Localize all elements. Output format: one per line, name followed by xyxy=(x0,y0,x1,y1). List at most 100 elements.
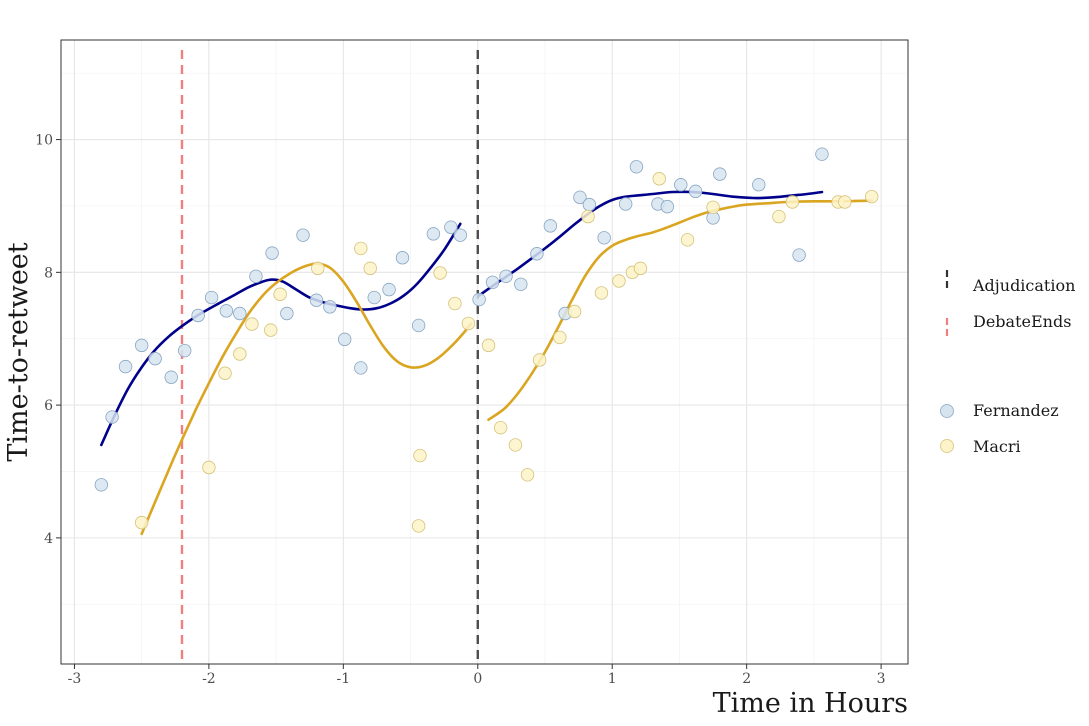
point-fernandez xyxy=(752,178,766,192)
point-fernandez xyxy=(118,359,133,374)
point-macri xyxy=(785,195,800,209)
point-fernandez xyxy=(249,269,263,284)
point-macri xyxy=(553,330,567,345)
point-macri xyxy=(612,274,626,288)
y-tick-label: 6 xyxy=(44,398,53,414)
point-macri xyxy=(411,519,426,533)
y-axis-title: Time-to-retweet xyxy=(3,242,34,461)
point-fernandez xyxy=(472,292,486,307)
legend-reference-lines: Adjudication DebateEnds xyxy=(945,270,1075,339)
smooth-line-fernandez xyxy=(100,222,462,447)
point-fernandez xyxy=(323,300,337,314)
point-fernandez xyxy=(411,318,426,333)
point-fernandez xyxy=(280,306,294,321)
point-fernandez xyxy=(94,478,109,492)
point-macri xyxy=(772,209,786,224)
point-fernandez xyxy=(660,199,675,214)
point-fernandez xyxy=(688,184,703,199)
point-fernandez xyxy=(543,219,558,233)
point-fernandez xyxy=(485,275,500,289)
x-tick-label: -3 xyxy=(68,671,82,687)
point-macri xyxy=(865,189,879,204)
point-fernandez xyxy=(395,251,410,265)
smooth-line-macri xyxy=(487,199,873,421)
point-fernandez xyxy=(233,306,247,321)
reference-lines xyxy=(180,50,479,664)
point-fernandez xyxy=(219,304,234,318)
y-tick-label: 10 xyxy=(35,133,53,149)
point-macri xyxy=(532,353,547,367)
x-tick-label: -2 xyxy=(202,671,216,687)
point-fernandez xyxy=(629,160,644,174)
point-macri xyxy=(354,241,368,256)
point-macri xyxy=(245,317,259,331)
y-tick-label: 8 xyxy=(44,265,53,281)
point-macri xyxy=(481,338,496,353)
point-macri xyxy=(633,261,648,276)
point-fernandez xyxy=(367,290,381,305)
point-fernandez xyxy=(582,197,597,212)
point-fernandez xyxy=(177,343,192,358)
point-macri xyxy=(493,420,508,435)
plot-panel-border xyxy=(60,39,909,665)
legend-debateends-label: DebateEnds xyxy=(973,312,1071,331)
point-fernandez xyxy=(296,228,310,242)
point-fernandez xyxy=(164,370,178,384)
legend-fernandez-label: Fernandez xyxy=(973,401,1059,420)
point-fernandez xyxy=(815,147,829,161)
point-macri xyxy=(311,261,325,276)
legend-macri-label: Macri xyxy=(973,437,1021,456)
point-fernandez xyxy=(191,308,205,323)
point-fernandez xyxy=(674,178,688,192)
point-macri xyxy=(594,286,609,300)
x-axis-title: Time in Hours xyxy=(713,688,908,719)
point-macri xyxy=(680,233,695,247)
legend-macri-key xyxy=(940,439,954,453)
point-macri xyxy=(581,209,595,224)
point-fernandez xyxy=(265,246,279,260)
smooth-line-macri xyxy=(140,262,473,536)
x-tick-label: 1 xyxy=(608,671,617,687)
legend-series: Fernandez Macri xyxy=(940,401,1059,456)
point-fernandez xyxy=(148,351,162,366)
point-macri xyxy=(508,438,523,452)
point-fernandez xyxy=(453,228,468,242)
y-tick-label: 4 xyxy=(44,531,53,547)
point-fernandez xyxy=(514,277,528,291)
point-fernandez xyxy=(309,293,324,307)
point-macri xyxy=(233,347,247,361)
point-macri xyxy=(273,287,287,301)
point-macri xyxy=(202,460,216,475)
x-tick-label: 2 xyxy=(742,671,751,687)
grid-layer xyxy=(61,40,908,664)
point-macri xyxy=(520,468,535,482)
point-fernandez xyxy=(618,197,633,211)
point-fernandez xyxy=(337,332,352,347)
point-fernandez xyxy=(354,361,368,375)
point-macri xyxy=(652,172,666,186)
x-tick-label: 3 xyxy=(877,671,886,687)
smooth-line-fernandez xyxy=(477,190,824,297)
point-macri xyxy=(413,448,427,463)
point-macri xyxy=(433,266,447,280)
axes: -3 -2 -1 0 1 2 3 4 6 8 10 xyxy=(35,133,885,687)
point-fernandez xyxy=(573,190,587,205)
point-macri xyxy=(461,316,476,331)
smooth-lines xyxy=(100,190,873,536)
point-fernandez xyxy=(530,247,544,261)
point-macri xyxy=(363,261,377,276)
point-fernandez xyxy=(204,290,219,305)
point-macri xyxy=(134,515,149,530)
legend-fernandez-key xyxy=(940,404,954,418)
data-points xyxy=(94,147,879,533)
point-fernandez xyxy=(105,410,119,424)
point-macri xyxy=(448,296,462,311)
point-macri xyxy=(218,366,232,380)
point-fernandez xyxy=(713,167,727,181)
point-fernandez xyxy=(597,231,611,245)
point-fernandez xyxy=(382,282,396,297)
point-macri xyxy=(838,195,852,209)
point-fernandez xyxy=(499,269,513,284)
point-macri xyxy=(567,304,582,319)
